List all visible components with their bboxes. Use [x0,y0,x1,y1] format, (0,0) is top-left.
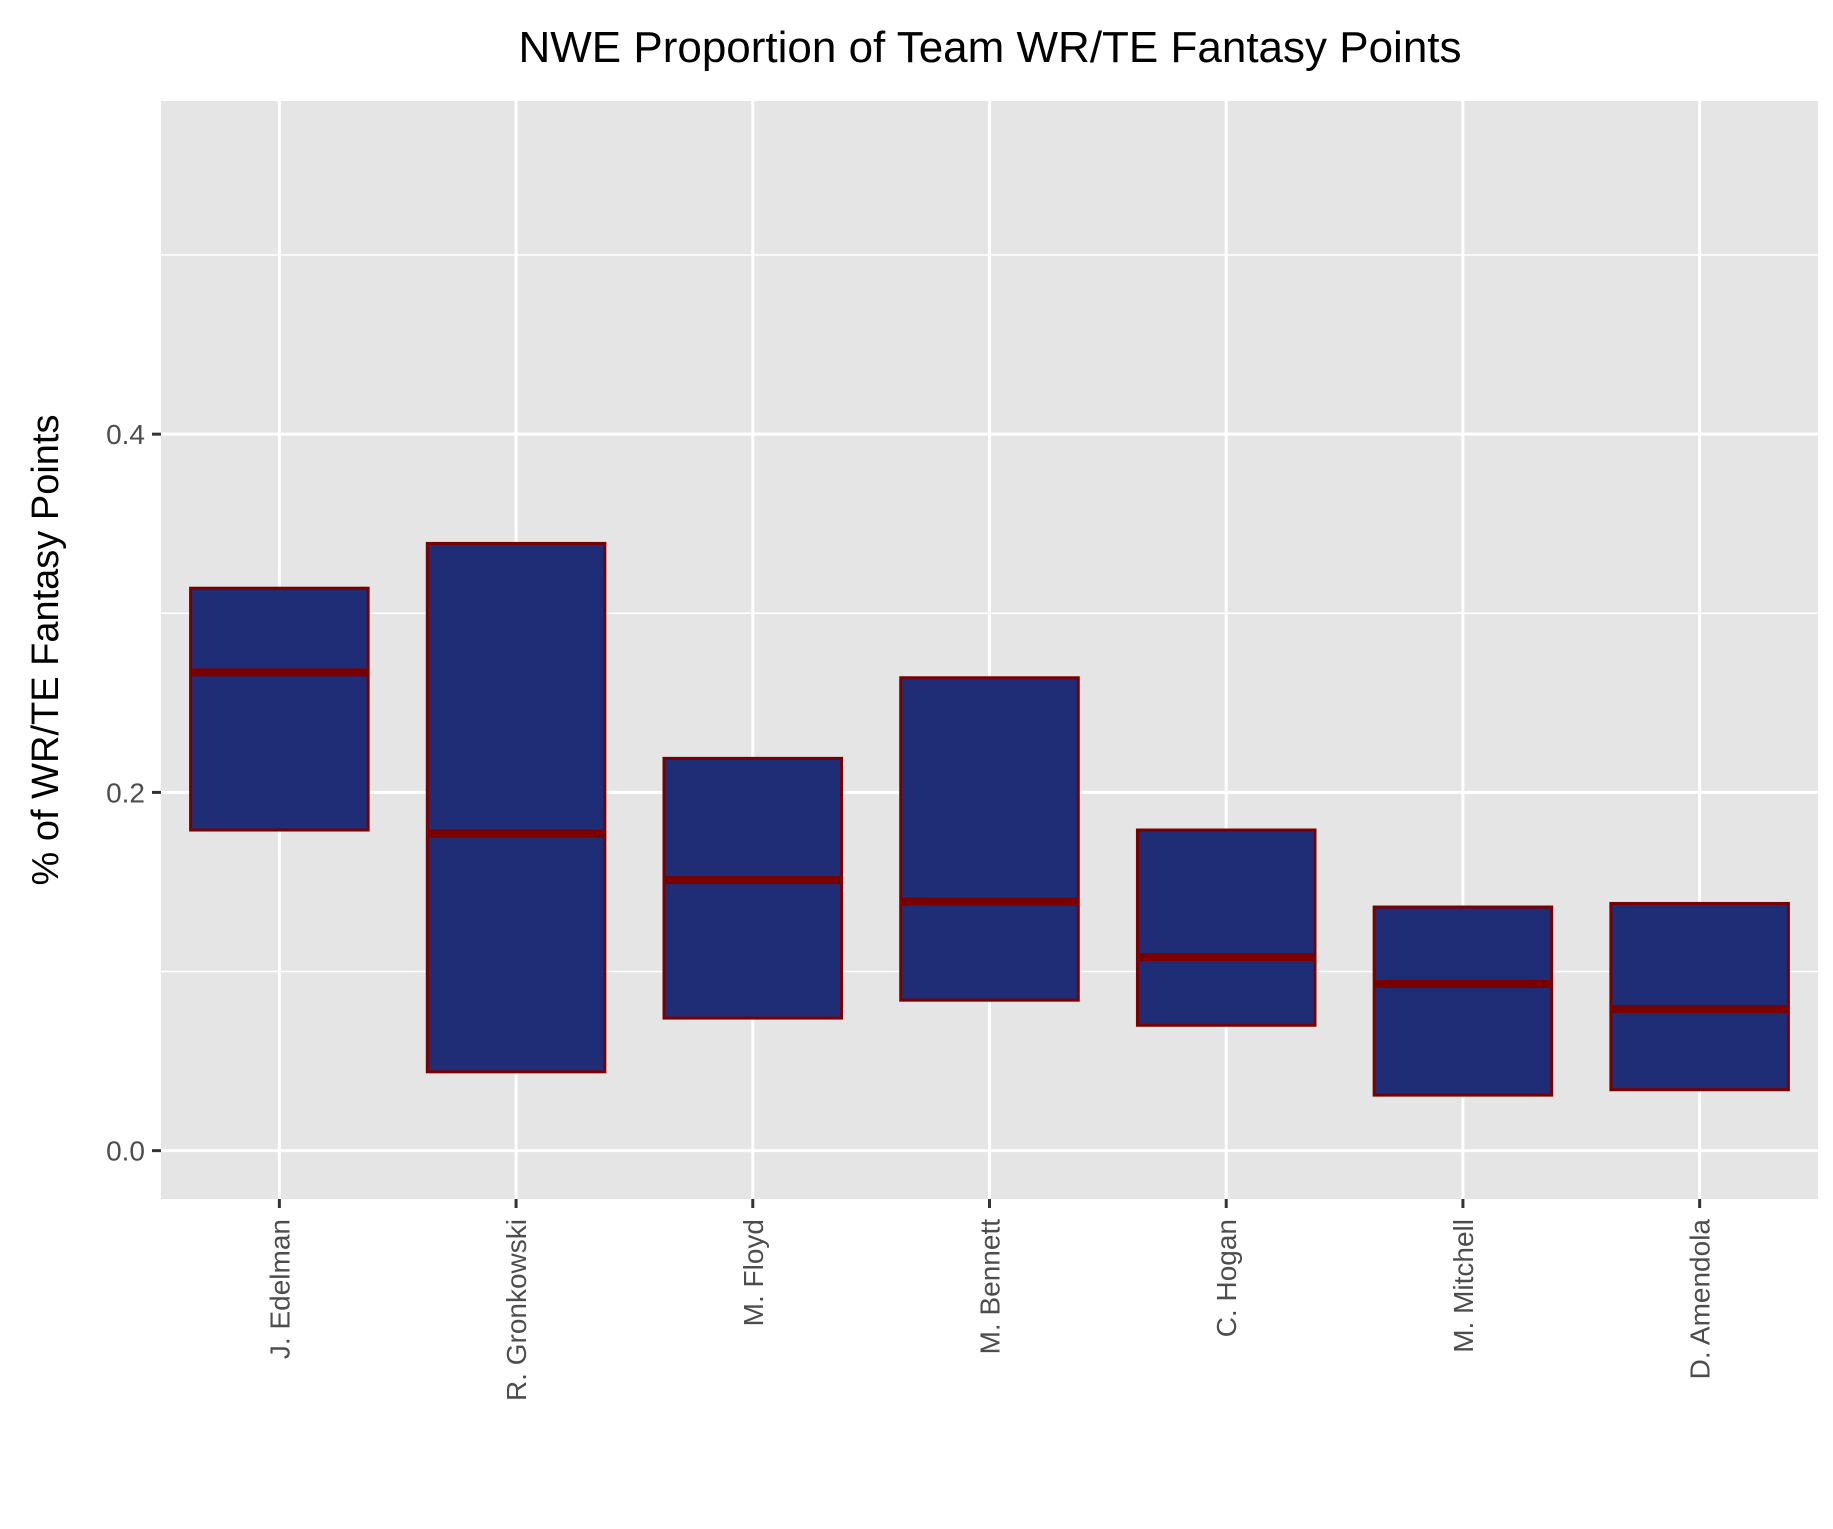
box-layer [189,541,1790,1097]
box-4 [899,676,1080,1002]
x-tick-label: R. Gronkowski [501,1219,532,1401]
y-axis: 0.0 0.2 0.4 [106,419,161,1167]
x-axis: J. Edelman R. Gronkowski M. Floyd M. Bennet… [264,1199,1716,1401]
x-tick-label: M. Mitchell [1448,1219,1479,1353]
box-6 [1372,905,1554,1097]
x-tick-label: J. Edelman [264,1219,295,1359]
x-tick-label: M. Bennett [975,1219,1006,1355]
y-tick-label: 0.0 [106,1136,145,1167]
box-1 [189,586,370,832]
x-tick-label: D. Amendola [1685,1219,1716,1380]
x-tick-label: M. Floyd [738,1219,769,1326]
box-7 [1609,901,1790,1092]
y-tick-label: 0.2 [106,777,145,808]
chart-title: NWE Proportion of Team WR/TE Fantasy Poi… [518,23,1461,72]
y-axis-title: % of WR/TE Fantasy Points [25,415,67,886]
box-5 [1135,828,1317,1027]
box-3 [662,756,844,1020]
y-tick-label: 0.4 [106,419,145,450]
x-tick-label: C. Hogan [1211,1219,1242,1337]
box-2 [425,541,607,1074]
